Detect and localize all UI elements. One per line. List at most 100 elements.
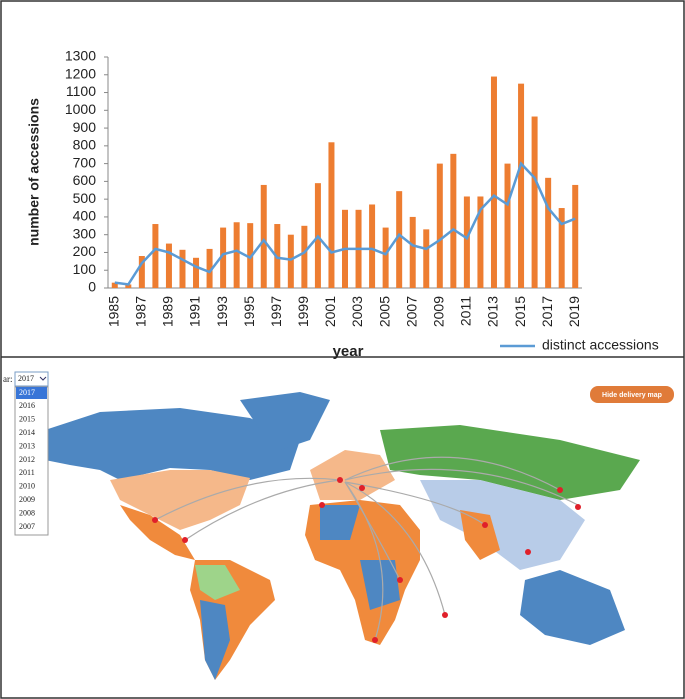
bar	[490, 76, 497, 289]
land	[45, 408, 300, 480]
bar	[247, 223, 254, 288]
year-option[interactable]: 2011	[19, 468, 35, 477]
year-option[interactable]: 2012	[19, 455, 35, 464]
land	[380, 425, 640, 500]
delivery-points	[152, 477, 581, 643]
land	[520, 570, 625, 645]
land	[195, 565, 240, 600]
bar	[193, 257, 200, 288]
x-tick-label: 2001	[322, 296, 338, 327]
bar	[382, 227, 389, 288]
y-tick-label: 600	[73, 172, 97, 188]
hide-map-button[interactable]	[590, 386, 674, 403]
land	[460, 510, 500, 560]
year-option-highlight	[16, 387, 47, 399]
bar	[558, 208, 565, 288]
bar	[287, 234, 294, 288]
bar	[206, 248, 213, 288]
x-tick-label: 1985	[105, 296, 121, 327]
year-option[interactable]: 2015	[19, 415, 35, 424]
y-tick-label: 1000	[65, 101, 96, 117]
legend-label: distinct accessions	[542, 337, 659, 353]
y-tick-label: 1100	[66, 83, 96, 99]
year-select[interactable]	[14, 371, 49, 387]
y-tick-label: 1200	[65, 65, 96, 81]
bar	[328, 142, 335, 288]
select-arrow	[39, 376, 47, 381]
year-option[interactable]: 2007	[19, 522, 35, 531]
x-tick-label: 2007	[403, 296, 419, 327]
bar	[301, 225, 308, 288]
y-tick-label: 100	[73, 261, 97, 277]
y-tick-label: 1300	[65, 48, 96, 64]
y-tick-label: 0	[88, 279, 96, 295]
year-option[interactable]: 2016	[19, 401, 35, 410]
land	[320, 505, 360, 540]
land	[110, 470, 250, 530]
bar	[260, 184, 267, 288]
bar	[138, 256, 145, 288]
x-tick-label: 1997	[268, 296, 284, 327]
y-tick-label: 900	[73, 119, 97, 135]
bar	[165, 243, 172, 288]
bar	[545, 177, 552, 288]
x-tick-label: 2013	[485, 296, 501, 327]
bar	[450, 153, 457, 288]
y-tick-label: 400	[73, 208, 97, 224]
x-tick-label: 2017	[539, 296, 555, 327]
bar	[504, 163, 511, 288]
x-tick-label: 1999	[295, 296, 311, 327]
bar	[125, 284, 132, 288]
x-axis-label: year	[333, 343, 364, 360]
y-tick-label: 700	[73, 154, 97, 170]
x-tick-label: 1989	[160, 296, 176, 327]
year-select-label: ar:	[3, 374, 13, 384]
x-tick-label: 1993	[214, 296, 230, 327]
line	[114, 161, 576, 286]
land	[420, 480, 585, 570]
land	[240, 392, 330, 450]
year-option[interactable]: 2008	[19, 508, 35, 517]
x-tick-label: 2019	[566, 296, 582, 327]
delivery-arcs	[154, 456, 579, 641]
bar	[518, 83, 525, 289]
year-option[interactable]: 2009	[19, 495, 35, 504]
year-option[interactable]: 2013	[19, 441, 35, 450]
year-option[interactable]: 2017	[19, 388, 35, 397]
y-tick-label: 200	[73, 243, 97, 259]
bar	[369, 204, 376, 288]
button-label: Hide delivery map	[602, 392, 662, 399]
land	[200, 600, 230, 680]
bar	[111, 282, 118, 288]
bar	[396, 191, 403, 288]
year-list	[14, 386, 49, 536]
bar	[220, 227, 227, 288]
bar	[179, 249, 186, 288]
bar	[436, 163, 443, 288]
year-select-value: 2017	[18, 374, 34, 383]
x-tick-label: 2003	[349, 296, 365, 327]
x-tick-label: 1991	[187, 296, 203, 327]
bar	[409, 216, 416, 288]
map	[45, 392, 640, 680]
bar	[423, 229, 430, 288]
y-tick-label: 800	[73, 137, 97, 153]
bar	[477, 196, 484, 288]
year-option[interactable]: 2014	[19, 428, 35, 437]
x-tick-label: 2005	[376, 296, 392, 327]
y-axis-label: number of accessions	[26, 98, 42, 246]
x-tick-label: 2015	[512, 296, 528, 327]
x-tick-label: 2009	[431, 296, 447, 327]
y-tick-label: 500	[73, 190, 97, 206]
bar	[531, 116, 538, 289]
bar	[233, 222, 240, 288]
year-option[interactable]: 2010	[19, 482, 35, 491]
bar	[152, 224, 159, 288]
land	[360, 560, 400, 610]
land	[120, 505, 195, 560]
x-tick-label: 2011	[458, 296, 474, 326]
x-tick-label: 1987	[133, 296, 149, 327]
